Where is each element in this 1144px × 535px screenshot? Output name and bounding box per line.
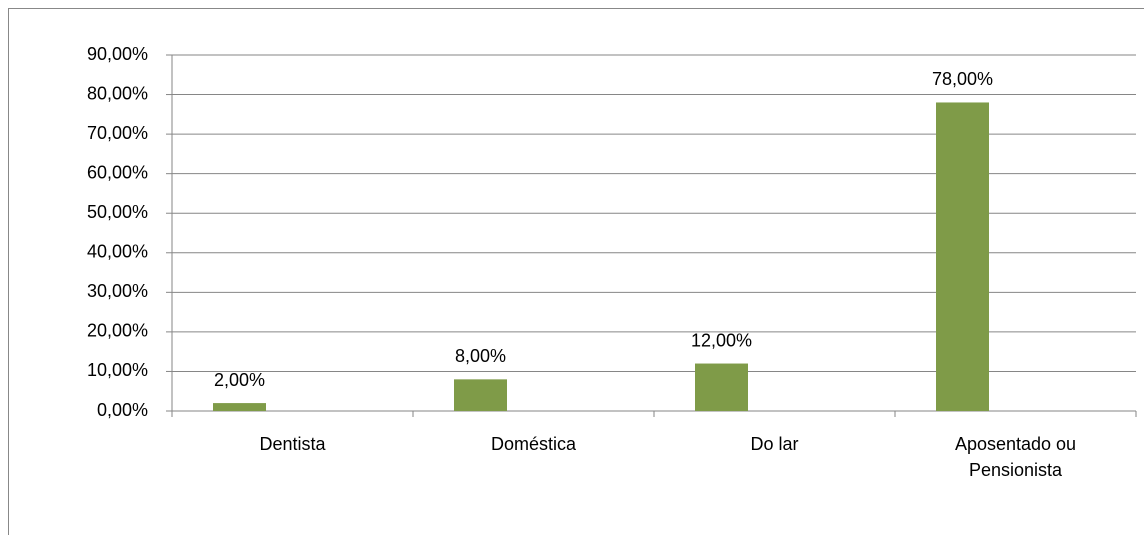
data-label: 12,00%	[691, 330, 752, 350]
chart-border	[8, 8, 1144, 535]
y-tick-label: 80,00%	[87, 83, 148, 103]
y-tick-label: 30,00%	[87, 281, 148, 301]
x-tick-label: Do lar	[750, 434, 799, 454]
data-label: 2,00%	[214, 370, 265, 390]
y-tick-label: 0,00%	[97, 400, 148, 420]
x-tick-label: Doméstica	[490, 434, 577, 454]
data-label: 8,00%	[455, 346, 506, 366]
y-tick-label: 10,00%	[87, 360, 148, 380]
y-tick-label: 20,00%	[87, 321, 148, 341]
data-label: 78,00%	[932, 69, 993, 89]
y-tick-label: 40,00%	[87, 242, 148, 262]
bar	[936, 102, 989, 411]
x-tick-label: Dentista	[259, 434, 326, 454]
y-tick-label: 90,00%	[87, 44, 148, 64]
bar	[213, 403, 266, 411]
y-tick-label: 70,00%	[87, 123, 148, 143]
y-tick-label: 50,00%	[87, 202, 148, 222]
bar	[454, 379, 507, 411]
bar	[695, 363, 748, 411]
x-tick-label: Aposentado ou Pensionista	[954, 434, 1077, 480]
y-tick-label: 60,00%	[87, 162, 148, 182]
